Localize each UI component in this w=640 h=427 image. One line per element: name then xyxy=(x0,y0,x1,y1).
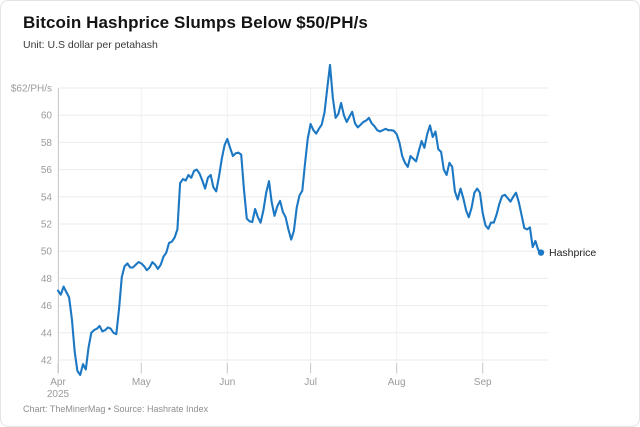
y-axis-label: 42 xyxy=(41,356,53,367)
last-point-dot xyxy=(537,249,545,256)
x-axis-label: Jun xyxy=(219,377,235,388)
y-axis-label: 48 xyxy=(41,274,53,285)
y-axis-label: 50 xyxy=(41,247,53,258)
x-axis-label: May xyxy=(132,377,151,388)
x-axis-label: Jul xyxy=(304,377,317,388)
y-axis-label: 54 xyxy=(41,192,53,203)
x-axis-label: Apr 2025 xyxy=(47,377,70,400)
y-axis-label: $62/PH/s xyxy=(11,84,52,95)
y-axis-label: 52 xyxy=(41,220,53,231)
series-end-label: Hashprice xyxy=(549,247,596,259)
y-axis-label: 46 xyxy=(41,301,53,312)
chart-title: Bitcoin Hashprice Slumps Below $50/PH/s xyxy=(23,13,368,32)
hashprice-line xyxy=(56,63,543,377)
x-axis-label: Aug xyxy=(388,377,406,388)
y-axis-label: 56 xyxy=(41,165,53,176)
x-axis-label: Sep xyxy=(474,377,492,388)
chart-source-credit: Chart: TheMinerMag • Source: Hashrate In… xyxy=(23,404,209,414)
y-axis-label: 44 xyxy=(41,328,53,339)
y-axis-label: 60 xyxy=(41,111,53,122)
chart-subtitle: Unit: U.S dollar per petahash xyxy=(23,39,158,51)
y-axis-label: 58 xyxy=(41,138,53,149)
